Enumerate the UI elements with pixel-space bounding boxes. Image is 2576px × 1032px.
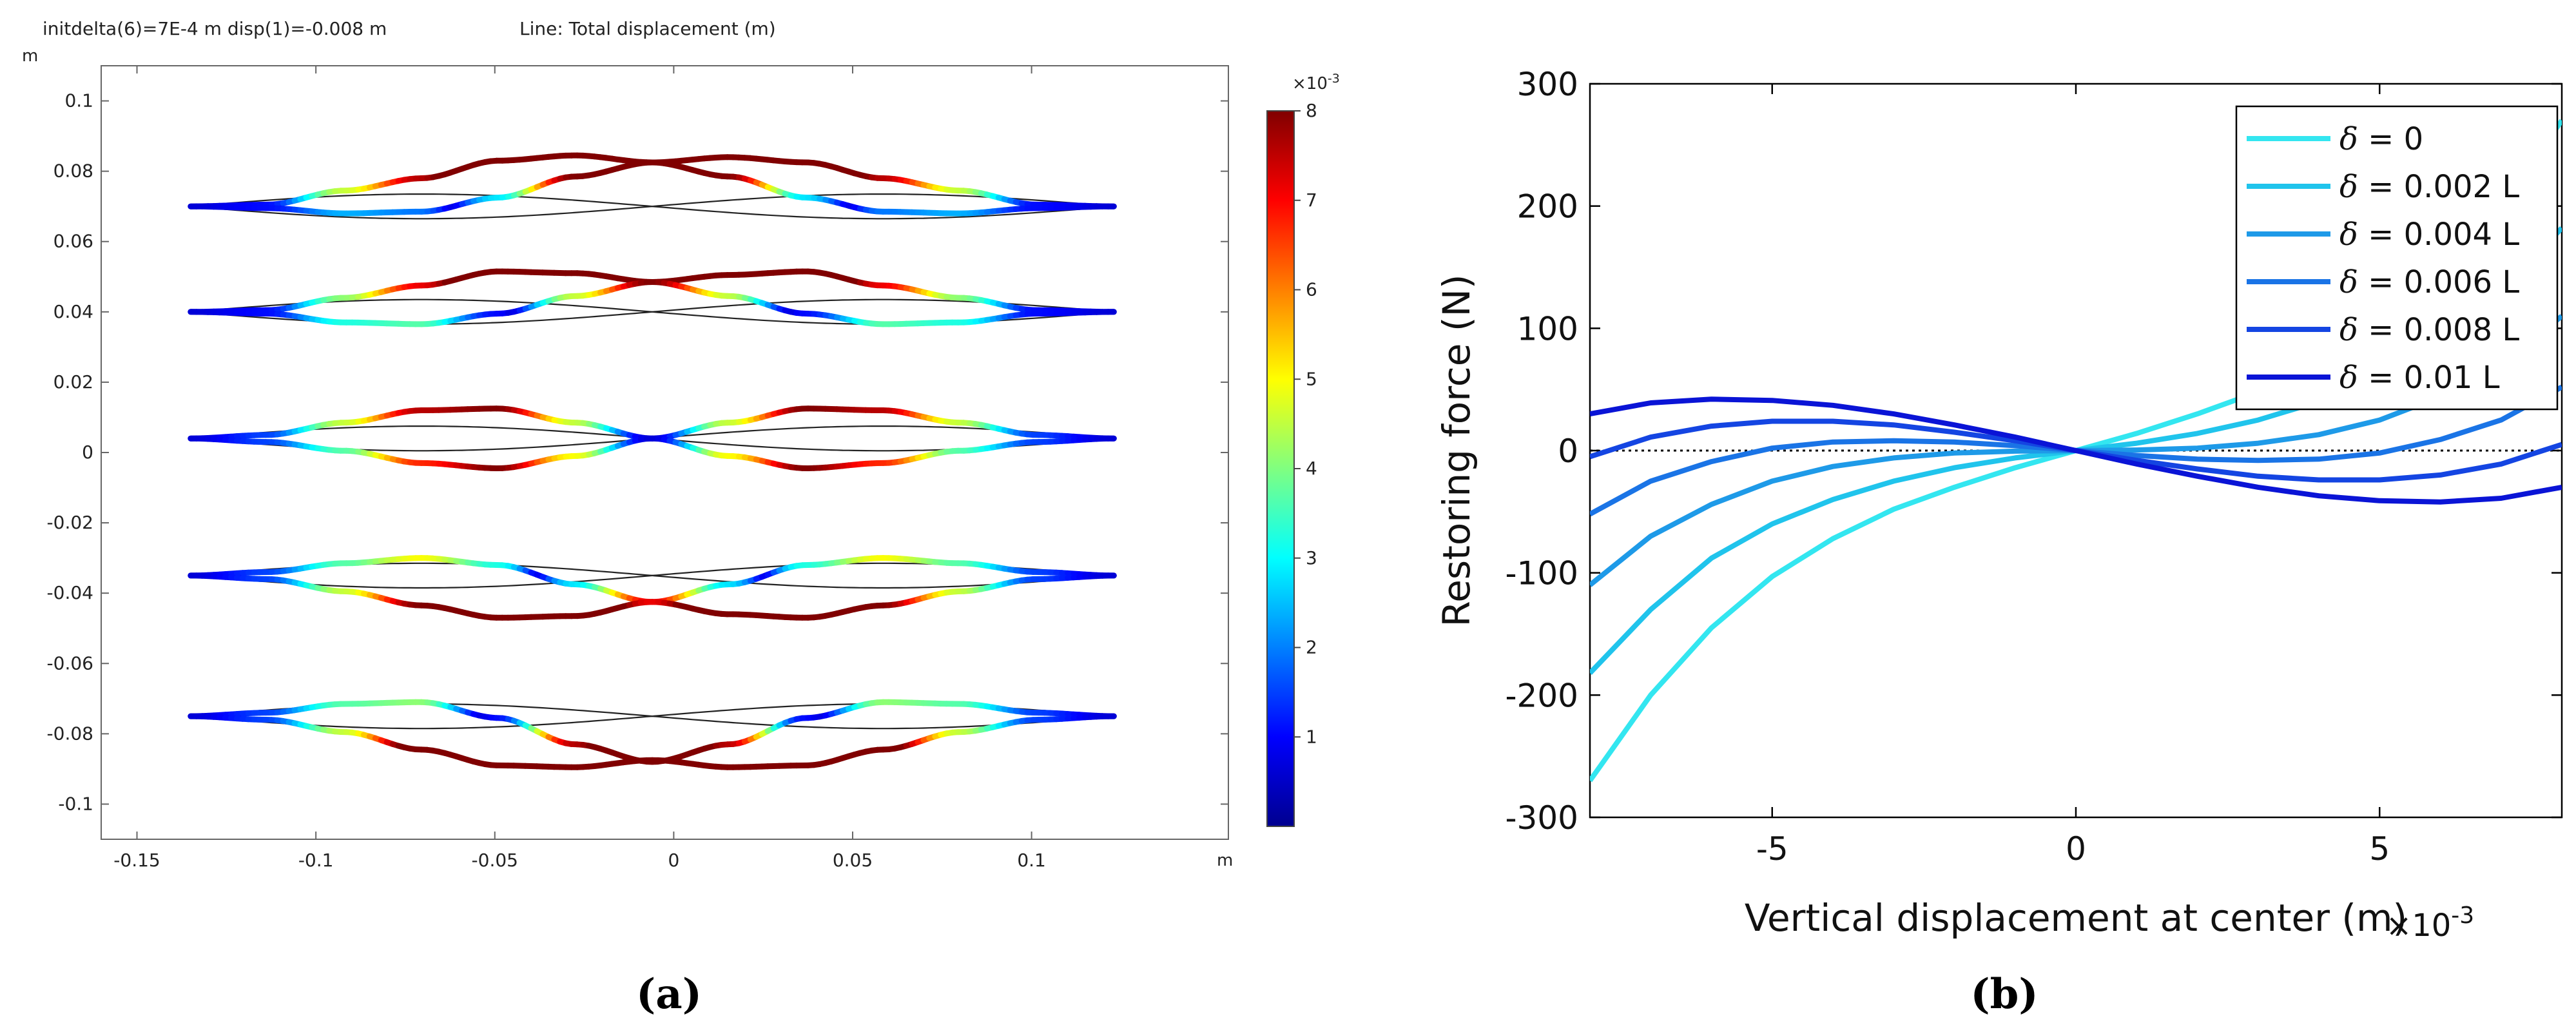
y-tick-label: 0 [1558,433,1578,470]
legend-entry: δ = 0.006 L [2339,264,2519,300]
y-tick-label: -0.08 [47,723,93,744]
panel-a-header-right: Line: Total displacement (m) [519,18,776,39]
y-tick-label: -300 [1506,799,1578,837]
y-tick-label: -0.04 [47,582,93,603]
y-tick-label: -0.1 [58,793,93,814]
panel-b-y-axis: 300 200 100 0 -100 -200 -300 [1506,66,2562,837]
deformed-beam-curve [188,713,1117,770]
y-tick-label: -0.02 [47,512,93,533]
legend-entry: δ = 0.002 L [2339,169,2519,205]
x-tick-label: -0.1 [298,850,334,871]
panel-b-x-axis: -5 0 5 [1756,84,2390,868]
deformed-beam-curve [188,159,1117,217]
y-tick-label: 0.1 [64,90,93,112]
x-tick-label: 0.05 [833,850,873,871]
y-tick-label: 0.04 [53,301,93,322]
deformed-beam-curve [188,555,1117,605]
beam [188,268,1117,327]
colorbar-tick-label: 4 [1306,458,1317,479]
colorbar-tick-label: 6 [1306,279,1317,300]
colorbar-tick-label: 7 [1306,190,1317,211]
y-tick-label: -100 [1506,555,1578,592]
legend-box [2235,105,2559,411]
series-line [1590,396,2562,505]
panel-a-y-axis: 0.1 0.08 0.06 0.04 0.02 0 -0.02 -0.04 -0.06 -0.08… [47,90,1228,814]
y-tick-label: 100 [1517,310,1578,347]
panel-a-beams [188,152,1117,770]
beam [188,405,1117,471]
panel-a-label: (a) [636,970,702,1018]
y-tick-label: 0.06 [53,231,93,252]
panel-b-force-plot: 300 200 100 0 -100 -200 -300 -5 0 5 δ = 0 δ = 0.0… [1435,66,2563,1018]
deformed-beam-curve [188,572,1117,621]
panel-b-x-label: Vertical displacement at center (m) [1745,896,2407,940]
legend-entry: δ = 0.01 L [2339,360,2500,396]
deformed-beam-curve [188,279,1117,327]
legend-entry: δ = 0.008 L [2339,312,2519,348]
colorbar-tick-label: 1 [1306,726,1317,747]
x-tick-label: 0 [668,850,679,871]
undeformed-beam-curve [190,193,1114,220]
y-tick-label: 0.08 [53,161,93,182]
panel-b-y-label: Restoring force (N) [1435,275,1478,627]
colorbar-tick-label: 5 [1306,368,1317,389]
colorbar-tick-label: 3 [1306,547,1317,569]
y-tick-label: -0.06 [47,652,93,674]
x-tick-label: -0.15 [113,850,160,871]
beam [188,555,1117,621]
y-tick-label: 0 [82,442,93,463]
panel-a-beam-plot: initdelta(6)=7E-4 m disp(1)=-0.008 m Lin… [22,18,1340,1018]
colorbar [1266,110,1295,827]
panel-a-y-unit: m [22,46,38,66]
beam [188,699,1117,770]
x-tick-label: -0.05 [472,850,518,871]
y-tick-label: 0.02 [53,371,93,393]
x-tick-label: 0 [2066,830,2086,868]
deformed-beam-curve [188,405,1117,442]
colorbar-tick-label: 2 [1306,637,1317,658]
legend-entry: δ = 0 [2339,121,2423,157]
panel-a-x-axis: -0.15 -0.1 -0.05 0 0.05 0.1 [113,66,1046,871]
deformed-beam-curve [188,435,1117,471]
beam [188,152,1117,220]
colorbar-ticks: 1 2 3 4 5 6 7 8 [1294,100,1317,747]
x-tick-label: -5 [1756,830,1788,868]
panel-a-header-left: initdelta(6)=7E-4 m disp(1)=-0.008 m [43,18,387,39]
panel-a-x-unit: m [1217,851,1233,870]
legend: δ = 0 δ = 0.002 L δ = 0.004 L δ = 0.006 L δ … [2235,105,2559,411]
panel-b-label: (b) [1970,970,2038,1018]
y-tick-label: 300 [1517,66,1578,103]
y-tick-label: 200 [1517,188,1578,226]
deformed-beam-curve [188,268,1117,315]
x-tick-label: 0.1 [1017,850,1046,871]
x-tick-label: 5 [2369,830,2390,868]
panel-b-x-multiplier: ×10-3 [2386,902,2474,944]
colorbar-tick-label: 8 [1306,100,1317,121]
legend-entry: δ = 0.004 L [2339,217,2519,253]
y-tick-label: -200 [1506,677,1578,714]
colorbar-exponent: ×10-3 [1292,72,1340,93]
